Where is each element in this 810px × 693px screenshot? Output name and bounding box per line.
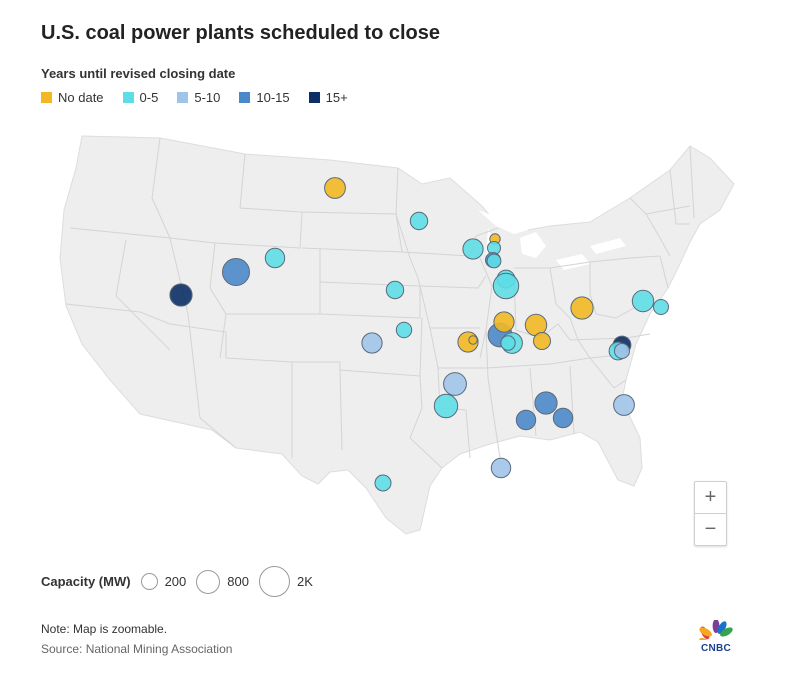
great-lakes bbox=[478, 210, 626, 270]
plant-marker-wi-11[interactable] bbox=[462, 238, 484, 260]
plant-marker-oh-24[interactable] bbox=[570, 296, 594, 320]
plant-marker-al-32[interactable] bbox=[534, 391, 558, 415]
legend-item-0-5: 0-5 bbox=[122, 90, 159, 105]
legend-swatch-5-10 bbox=[177, 92, 189, 103]
plant-marker-wi-13[interactable] bbox=[486, 253, 502, 269]
plant-marker-ut-5[interactable] bbox=[169, 283, 193, 307]
plant-marker-il-15[interactable] bbox=[492, 272, 520, 300]
plant-marker-tx-37[interactable] bbox=[374, 474, 392, 492]
plant-marker-mo-21[interactable] bbox=[468, 335, 478, 345]
state-borders bbox=[65, 137, 695, 469]
legend-label-no-date: No date bbox=[58, 90, 104, 105]
plant-markers bbox=[169, 177, 669, 492]
legend-swatch-0-5 bbox=[122, 92, 134, 103]
legend-swatch-15-plus bbox=[308, 92, 320, 103]
plant-marker-mn-2[interactable] bbox=[409, 211, 429, 231]
plant-marker-ar-31[interactable] bbox=[433, 393, 459, 419]
capacity-item-800: 800 bbox=[196, 569, 249, 594]
legend-label-0-5: 0-5 bbox=[139, 90, 159, 105]
capacity-circle-200 bbox=[140, 573, 158, 590]
peacock-icon bbox=[699, 619, 733, 648]
legend-title: Years until revised closing date bbox=[41, 66, 236, 81]
us-landmass bbox=[59, 135, 735, 535]
plant-marker-sc-35[interactable] bbox=[613, 394, 635, 416]
plant-marker-ks-8[interactable] bbox=[361, 332, 383, 354]
legend-swatch-10-15 bbox=[239, 92, 251, 103]
legend-swatch-no-date bbox=[41, 92, 52, 103]
capacity-label-2k: 2K bbox=[296, 574, 313, 589]
plant-marker-nd-1[interactable] bbox=[324, 177, 346, 199]
cnbc-logo: CNBC bbox=[696, 619, 736, 654]
plant-marker-nj-26[interactable] bbox=[653, 299, 669, 315]
capacity-item-200: 200 bbox=[140, 573, 187, 590]
capacity-circle-800 bbox=[196, 569, 221, 594]
plant-marker-ne-6[interactable] bbox=[385, 280, 405, 300]
capacity-legend: Capacity (MW) 200 800 2K bbox=[41, 566, 323, 597]
capacity-label-800: 800 bbox=[227, 574, 249, 589]
map-title: U.S. coal power plants scheduled to clos… bbox=[41, 22, 440, 44]
capacity-item-2k: 2K bbox=[258, 566, 313, 597]
plant-marker-ky-23[interactable] bbox=[533, 332, 551, 350]
logo-text: CNBC bbox=[700, 643, 732, 654]
plant-marker-va-29[interactable] bbox=[614, 343, 630, 359]
plant-marker-wy-3[interactable] bbox=[264, 247, 286, 269]
map-base bbox=[59, 135, 735, 535]
legend-item-5-10: 5-10 bbox=[177, 90, 220, 105]
plant-marker-ar-30[interactable] bbox=[443, 372, 467, 396]
zoom-out-button[interactable]: − bbox=[704, 518, 717, 540]
plant-marker-in-18[interactable] bbox=[493, 311, 515, 333]
source-note: Source: National Mining Association bbox=[41, 642, 233, 656]
plant-marker-ks-7[interactable] bbox=[395, 321, 413, 339]
plant-marker-ms-36[interactable] bbox=[490, 457, 512, 479]
plant-marker-ga-34[interactable] bbox=[552, 407, 574, 429]
map-note: Note: Map is zoomable. bbox=[41, 622, 168, 636]
capacity-legend-title: Capacity (MW) bbox=[41, 574, 131, 589]
color-legend: No date 0-5 5-10 10-15 15+ bbox=[41, 90, 367, 105]
legend-item-10-15: 10-15 bbox=[239, 90, 290, 105]
legend-label-15-plus: 15+ bbox=[325, 90, 348, 105]
legend-label-5-10: 5-10 bbox=[194, 90, 221, 105]
legend-item-no-date: No date bbox=[41, 90, 104, 105]
legend-label-10-15: 10-15 bbox=[256, 90, 290, 105]
capacity-circle-2k bbox=[258, 566, 290, 597]
zoom-control: + − bbox=[694, 481, 727, 546]
plant-marker-al-33[interactable] bbox=[515, 409, 537, 431]
us-map[interactable] bbox=[30, 118, 740, 558]
plant-marker-in-19[interactable] bbox=[500, 335, 516, 351]
legend-item-15-plus: 15+ bbox=[308, 90, 348, 105]
plant-marker-wy-4[interactable] bbox=[222, 258, 250, 286]
zoom-in-button[interactable]: + bbox=[695, 482, 726, 514]
plant-marker-pa-25[interactable] bbox=[631, 289, 655, 313]
capacity-label-200: 200 bbox=[164, 574, 187, 589]
